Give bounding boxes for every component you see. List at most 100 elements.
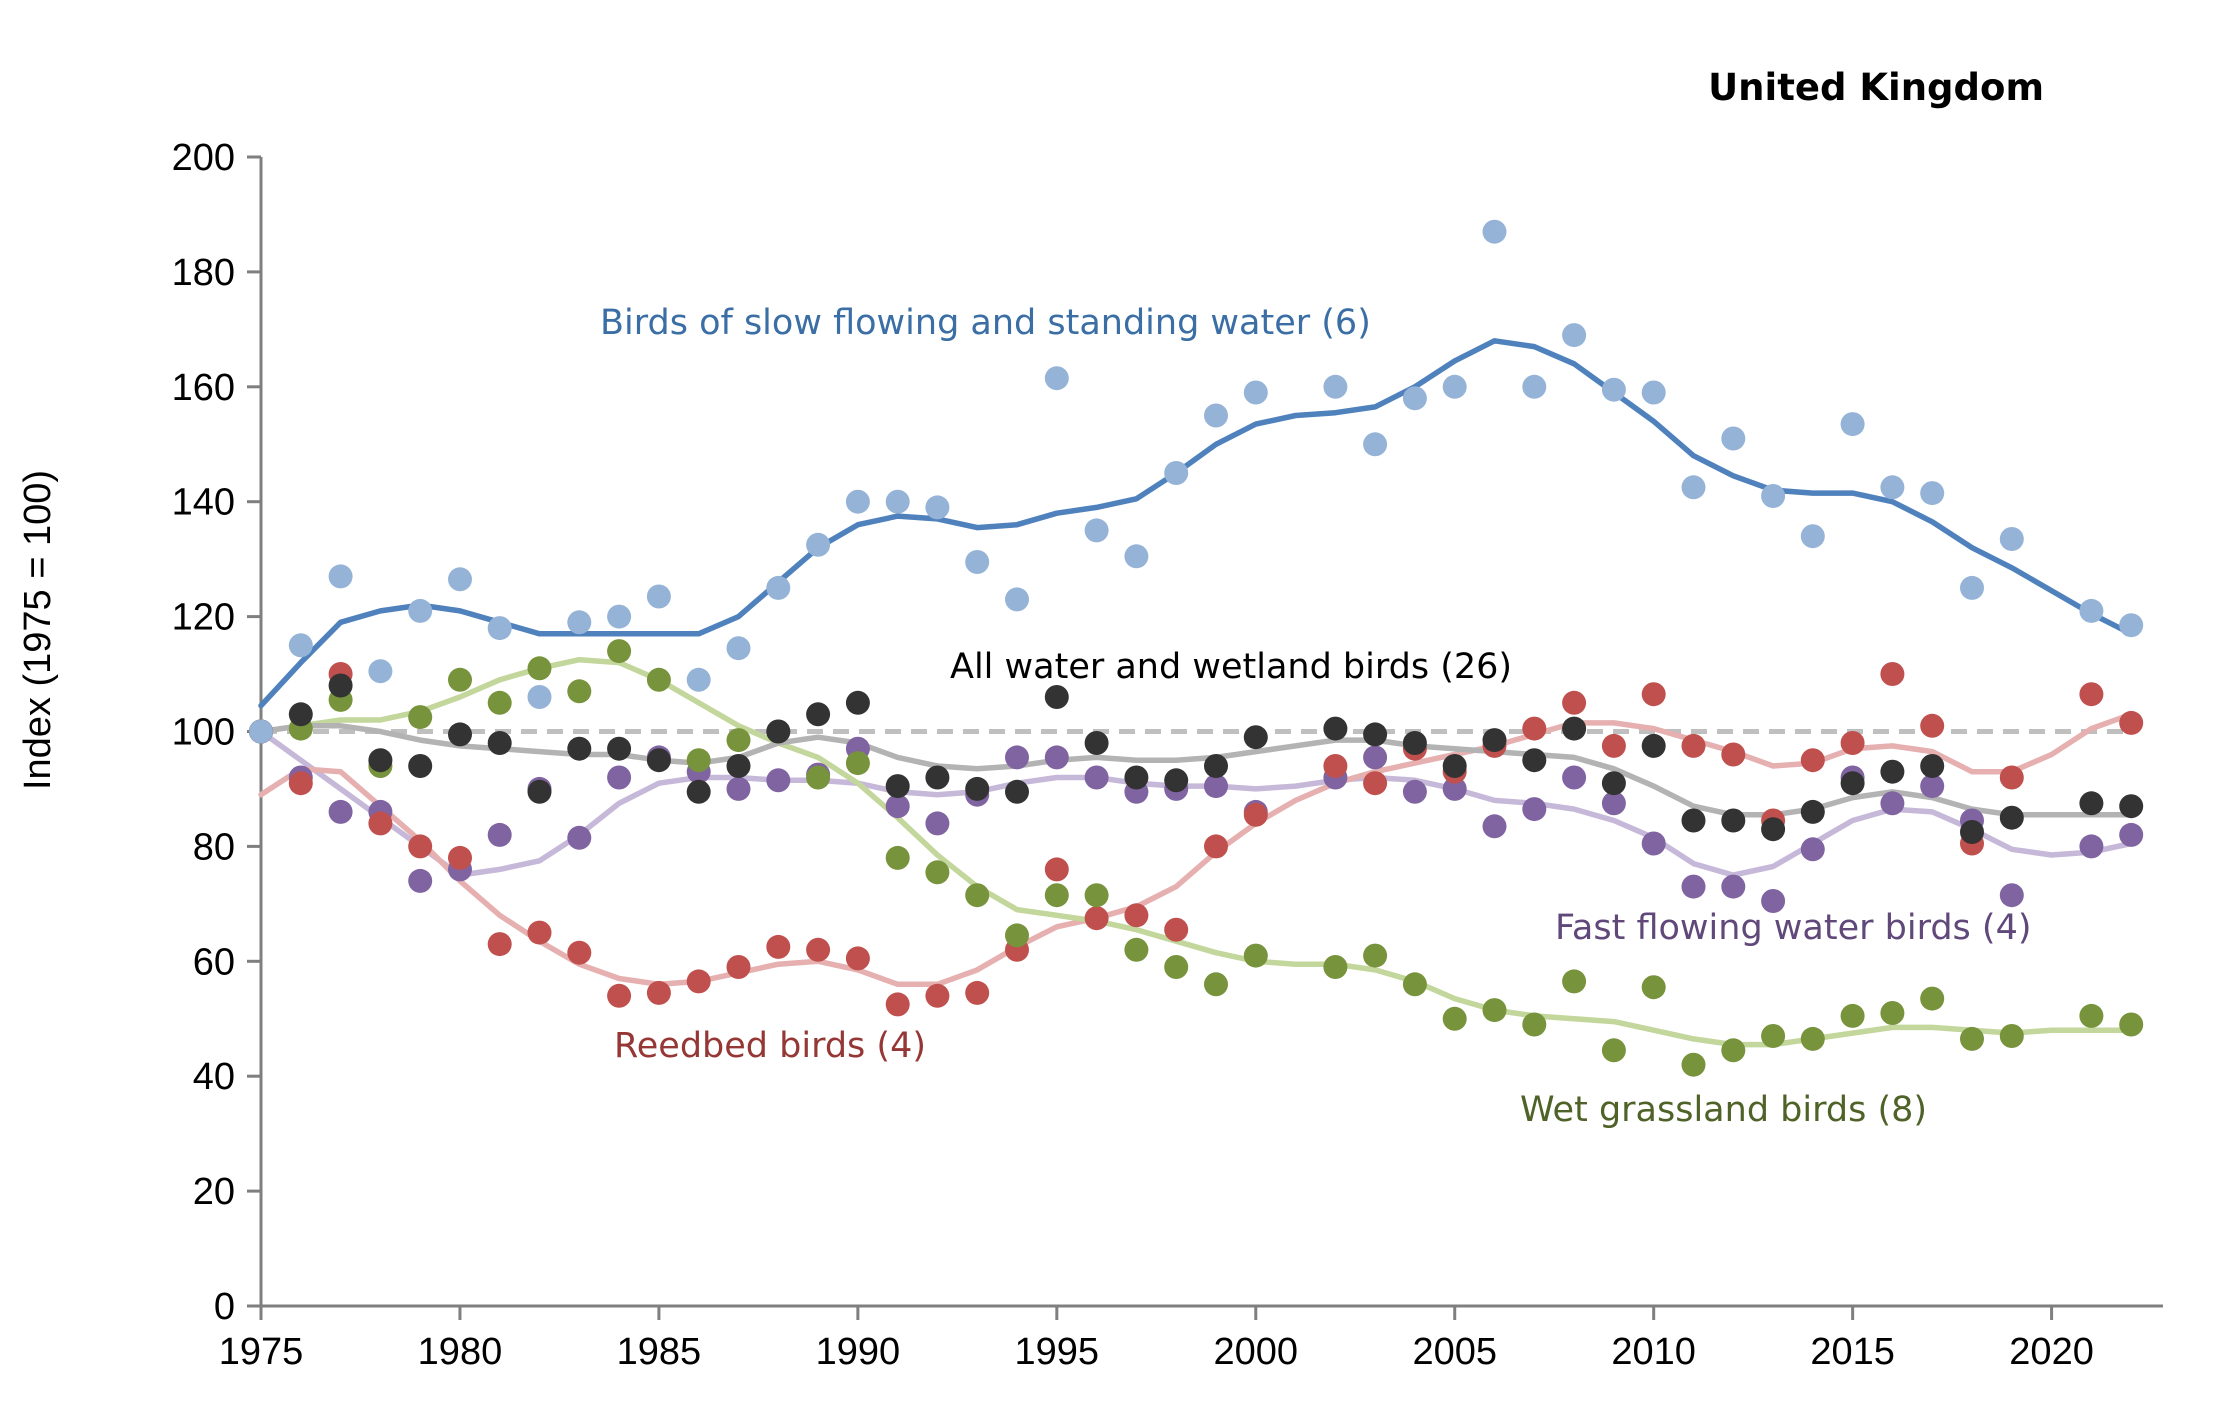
data-point-wet-grassland-birds bbox=[1522, 1012, 1547, 1037]
data-point-all-water-and-wetland-birds bbox=[1243, 725, 1268, 750]
data-point-birds-of-slow-flowing-and-standing-water bbox=[288, 633, 313, 658]
data-point-birds-of-slow-flowing-and-standing-water bbox=[1562, 323, 1587, 348]
data-point-birds-of-slow-flowing-and-standing-water bbox=[1800, 524, 1825, 549]
data-point-reedbed-birds bbox=[925, 983, 950, 1008]
data-point-wet-grassland-birds bbox=[567, 679, 592, 704]
data-point-birds-of-slow-flowing-and-standing-water bbox=[1840, 412, 1865, 437]
data-point-wet-grassland-birds bbox=[487, 690, 512, 715]
data-points bbox=[249, 219, 2144, 1077]
series-label-fast-water: Fast flowing water birds (4) bbox=[1555, 908, 2032, 948]
y-axis-title: Index (1975 = 100) bbox=[17, 470, 59, 790]
data-point-fast-flowing-water-birds bbox=[1800, 837, 1825, 862]
data-point-birds-of-slow-flowing-and-standing-water bbox=[1880, 475, 1905, 500]
y-tick-label: 120 bbox=[172, 597, 235, 639]
data-point-all-water-and-wetland-birds bbox=[328, 673, 353, 698]
x-tick-label: 2020 bbox=[2009, 1331, 2094, 1373]
data-point-all-water-and-wetland-birds bbox=[527, 779, 552, 804]
data-point-all-water-and-wetland-birds bbox=[1204, 754, 1228, 778]
data-point-reedbed-birds bbox=[567, 940, 592, 965]
data-point-birds-of-slow-flowing-and-standing-water bbox=[2119, 613, 2144, 638]
data-point-reedbed-birds bbox=[646, 980, 671, 1005]
data-point-wet-grassland-birds bbox=[607, 639, 632, 664]
data-point-wet-grassland-birds bbox=[686, 748, 711, 773]
data-point-birds-of-slow-flowing-and-standing-water bbox=[1204, 403, 1228, 428]
chart-title: United Kingdom bbox=[1708, 66, 2044, 109]
data-point-all-water-and-wetland-birds bbox=[1641, 733, 1666, 758]
data-point-wet-grassland-birds bbox=[408, 705, 433, 730]
data-point-reedbed-birds bbox=[2119, 710, 2144, 735]
data-point-birds-of-slow-flowing-and-standing-water bbox=[1164, 461, 1189, 485]
data-point-birds-of-slow-flowing-and-standing-water bbox=[527, 685, 552, 709]
data-point-all-water-and-wetland-birds bbox=[845, 690, 870, 715]
y-tick-label: 60 bbox=[193, 941, 235, 983]
y-tick-label: 200 bbox=[172, 137, 235, 179]
series-label-all-wetland: All water and wetland birds (26) bbox=[950, 647, 1512, 687]
data-point-all-water-and-wetland-birds bbox=[766, 719, 791, 744]
data-point-fast-flowing-water-birds bbox=[607, 765, 632, 790]
data-point-reedbed-birds bbox=[1124, 903, 1149, 928]
data-point-fast-flowing-water-birds bbox=[1522, 797, 1547, 822]
data-point-wet-grassland-birds bbox=[1363, 943, 1388, 968]
data-point-fast-flowing-water-birds bbox=[2079, 834, 2104, 859]
data-point-reedbed-birds bbox=[487, 932, 512, 957]
data-point-reedbed-birds bbox=[1044, 857, 1069, 882]
data-point-reedbed-birds bbox=[1522, 716, 1547, 741]
data-point-fast-flowing-water-birds bbox=[1044, 745, 1069, 770]
points-all-water-and-wetland-birds bbox=[249, 673, 2144, 844]
data-point-fast-flowing-water-birds bbox=[726, 776, 751, 801]
data-point-birds-of-slow-flowing-and-standing-water bbox=[1761, 484, 1786, 508]
data-point-wet-grassland-birds bbox=[925, 860, 950, 885]
data-point-reedbed-birds bbox=[726, 955, 751, 979]
data-point-birds-of-slow-flowing-and-standing-water bbox=[2079, 598, 2104, 623]
data-point-all-water-and-wetland-birds bbox=[1800, 799, 1825, 824]
data-point-reedbed-birds bbox=[1363, 771, 1388, 796]
data-point-reedbed-birds bbox=[1164, 917, 1189, 942]
data-point-all-water-and-wetland-birds bbox=[1482, 728, 1507, 753]
data-point-wet-grassland-birds bbox=[2079, 1003, 2104, 1028]
data-point-wet-grassland-birds bbox=[1920, 986, 1945, 1011]
data-point-reedbed-birds bbox=[806, 937, 831, 962]
data-point-birds-of-slow-flowing-and-standing-water bbox=[408, 598, 433, 623]
data-point-birds-of-slow-flowing-and-standing-water bbox=[806, 532, 831, 557]
data-point-birds-of-slow-flowing-and-standing-water bbox=[686, 667, 711, 692]
data-point-fast-flowing-water-birds bbox=[1641, 831, 1666, 856]
data-point-reedbed-birds bbox=[448, 845, 472, 870]
data-point-fast-flowing-water-birds bbox=[1084, 765, 1109, 790]
data-point-fast-flowing-water-birds bbox=[885, 794, 910, 819]
data-point-birds-of-slow-flowing-and-standing-water bbox=[1243, 380, 1268, 405]
data-point-birds-of-slow-flowing-and-standing-water bbox=[487, 616, 512, 641]
data-point-fast-flowing-water-birds bbox=[567, 825, 592, 850]
data-point-reedbed-birds bbox=[607, 983, 632, 1008]
data-point-all-water-and-wetland-birds bbox=[1840, 771, 1865, 796]
data-point-reedbed-birds bbox=[1880, 662, 1905, 686]
data-point-all-water-and-wetland-birds bbox=[1442, 754, 1467, 778]
data-point-all-water-and-wetland-birds bbox=[448, 722, 472, 747]
data-point-fast-flowing-water-birds bbox=[925, 811, 950, 836]
data-point-wet-grassland-birds bbox=[1243, 943, 1268, 968]
data-point-fast-flowing-water-birds bbox=[1442, 776, 1467, 801]
data-point-all-water-and-wetland-birds bbox=[1402, 731, 1427, 755]
data-point-birds-of-slow-flowing-and-standing-water bbox=[726, 636, 751, 661]
data-point-fast-flowing-water-birds bbox=[766, 768, 791, 793]
data-point-birds-of-slow-flowing-and-standing-water bbox=[448, 567, 472, 592]
data-point-birds-of-slow-flowing-and-standing-water bbox=[1402, 386, 1427, 411]
data-point-wet-grassland-birds bbox=[1204, 972, 1228, 997]
data-point-wet-grassland-birds bbox=[448, 667, 472, 692]
data-point-wet-grassland-birds bbox=[1044, 883, 1069, 908]
data-point-birds-of-slow-flowing-and-standing-water bbox=[1044, 366, 1069, 391]
data-point-fast-flowing-water-birds bbox=[1681, 874, 1706, 899]
data-point-wet-grassland-birds bbox=[1840, 1003, 1865, 1028]
data-point-birds-of-slow-flowing-and-standing-water bbox=[925, 495, 950, 520]
series-label-reedbed: Reedbed birds (4) bbox=[614, 1026, 926, 1066]
data-point-fast-flowing-water-birds bbox=[1761, 889, 1786, 913]
data-point-birds-of-slow-flowing-and-standing-water bbox=[567, 610, 592, 635]
data-point-all-water-and-wetland-birds bbox=[2079, 791, 2104, 816]
data-point-wet-grassland-birds bbox=[1005, 923, 1029, 948]
data-point-reedbed-birds bbox=[1601, 733, 1626, 758]
y-tick-label: 180 bbox=[172, 252, 235, 294]
data-point-reedbed-birds bbox=[766, 934, 791, 959]
series-label-wet-grassland: Wet grassland birds (8) bbox=[1520, 1090, 1927, 1130]
data-point-reedbed-birds bbox=[527, 920, 552, 945]
data-point-birds-of-slow-flowing-and-standing-water bbox=[249, 719, 273, 744]
